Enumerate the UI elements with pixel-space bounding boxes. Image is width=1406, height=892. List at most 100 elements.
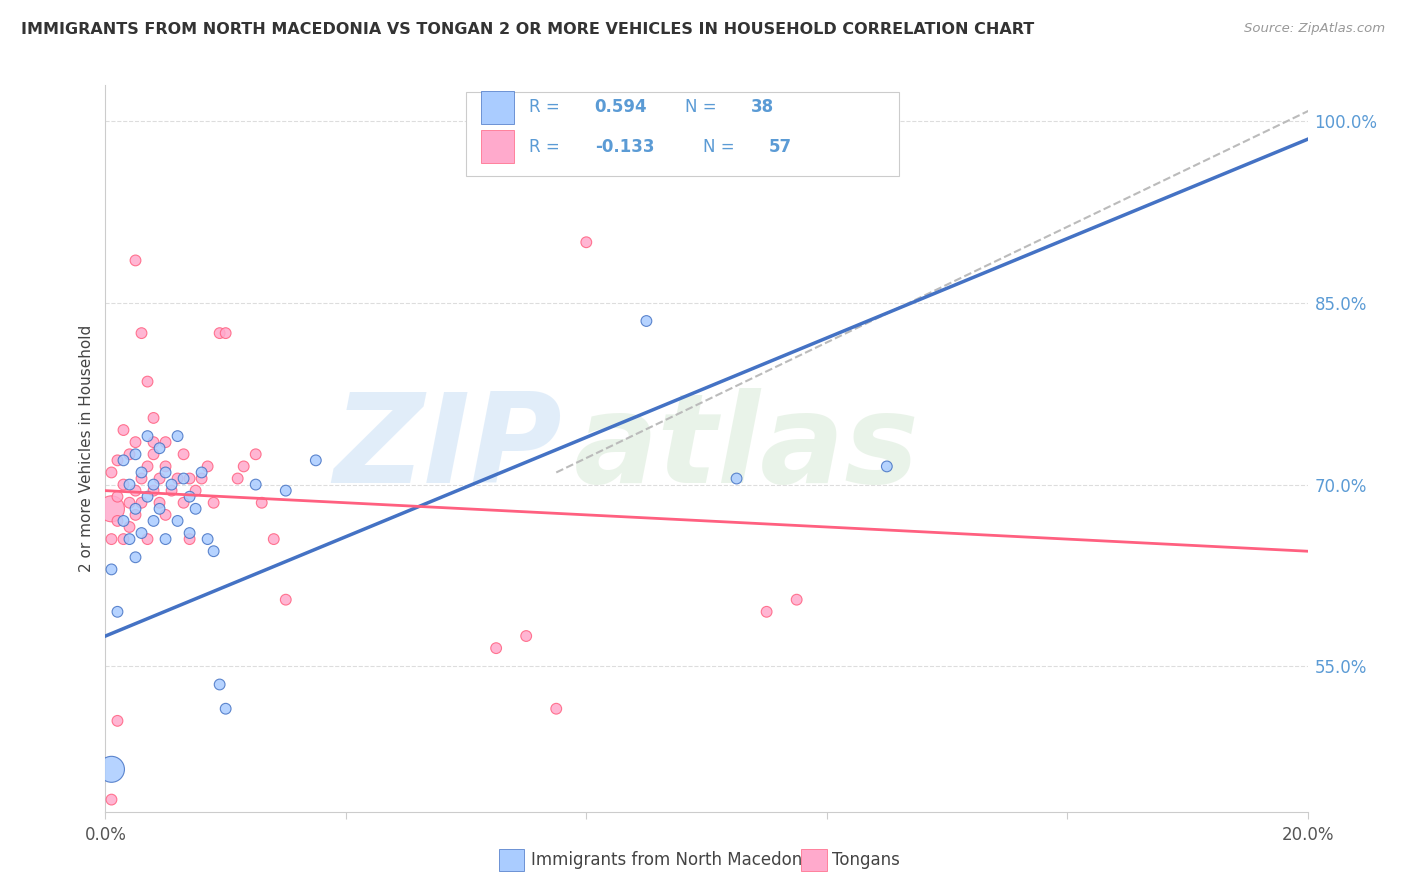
Point [142,483,165,498]
Point [160,477,183,491]
Point [245,447,267,461]
Point [118,496,141,510]
Point [197,532,219,546]
Y-axis label: 2 or more Vehicles in Household: 2 or more Vehicles in Household [79,325,94,572]
Point [755,605,778,619]
Point [107,714,129,728]
Point [148,501,170,516]
Point [179,490,201,504]
Point [118,447,141,461]
Point [124,550,146,565]
Point [197,459,219,474]
Point [100,792,122,806]
Point [305,453,328,467]
Point [155,508,177,522]
Text: Immigrants from North Macedonia: Immigrants from North Macedonia [531,851,817,869]
Point [131,496,153,510]
Text: 0.594: 0.594 [595,98,647,117]
Bar [481,130,515,163]
Point [274,483,297,498]
Point [136,490,159,504]
Point [131,471,153,485]
Text: IMMIGRANTS FROM NORTH MACEDONIA VS TONGAN 2 OR MORE VEHICLES IN HOUSEHOLD CORREL: IMMIGRANTS FROM NORTH MACEDONIA VS TONGA… [21,22,1035,37]
Point [173,471,195,485]
Point [100,762,122,776]
Text: ZIP: ZIP [333,388,562,508]
Point [124,508,146,522]
Point [118,520,141,534]
Text: R =: R = [529,98,565,117]
Point [179,471,201,485]
Point [245,477,267,491]
Point [155,532,177,546]
Text: N =: N = [685,98,721,117]
Point [112,477,135,491]
Point [515,629,537,643]
Point [148,442,170,456]
Point [208,677,231,691]
Point [107,453,129,467]
Point [485,641,508,656]
Point [136,429,159,443]
Point [124,501,146,516]
Point [214,702,236,716]
Point [131,326,153,340]
Point [166,514,188,528]
Point [112,423,135,437]
Text: 57: 57 [769,137,792,156]
Point [124,447,146,461]
Point [142,435,165,450]
Point [166,429,188,443]
Point [202,544,225,558]
Point [214,326,236,340]
Point [786,592,808,607]
Point [166,471,188,485]
Point [148,496,170,510]
Text: atlas: atlas [574,388,920,508]
Point [274,592,297,607]
Point [190,466,212,480]
Point [118,532,141,546]
Point [179,532,201,546]
Point [173,447,195,461]
FancyBboxPatch shape [465,92,898,176]
Point [136,459,159,474]
Point [202,496,225,510]
Point [184,501,207,516]
Point [155,466,177,480]
Point [107,605,129,619]
Point [131,526,153,541]
Point [160,483,183,498]
Point [179,526,201,541]
Point [112,532,135,546]
Point [107,490,129,504]
Point [124,253,146,268]
Text: Source: ZipAtlas.com: Source: ZipAtlas.com [1244,22,1385,36]
Point [142,447,165,461]
Point [575,235,598,250]
Point [725,471,748,485]
Bar [481,91,515,124]
Point [124,483,146,498]
Text: -0.133: -0.133 [595,137,654,156]
Point [546,702,568,716]
Text: N =: N = [703,137,740,156]
Point [190,471,212,485]
Point [208,326,231,340]
Point [131,466,153,480]
Point [107,514,129,528]
Text: 38: 38 [751,98,775,117]
Text: Tongans: Tongans [832,851,900,869]
Point [155,435,177,450]
Point [142,411,165,425]
Point [636,314,658,328]
Point [112,453,135,467]
Point [124,435,146,450]
Point [184,483,207,498]
Point [118,477,141,491]
Point [100,501,122,516]
Point [136,532,159,546]
Point [142,514,165,528]
Point [226,471,249,485]
Point [263,532,285,546]
